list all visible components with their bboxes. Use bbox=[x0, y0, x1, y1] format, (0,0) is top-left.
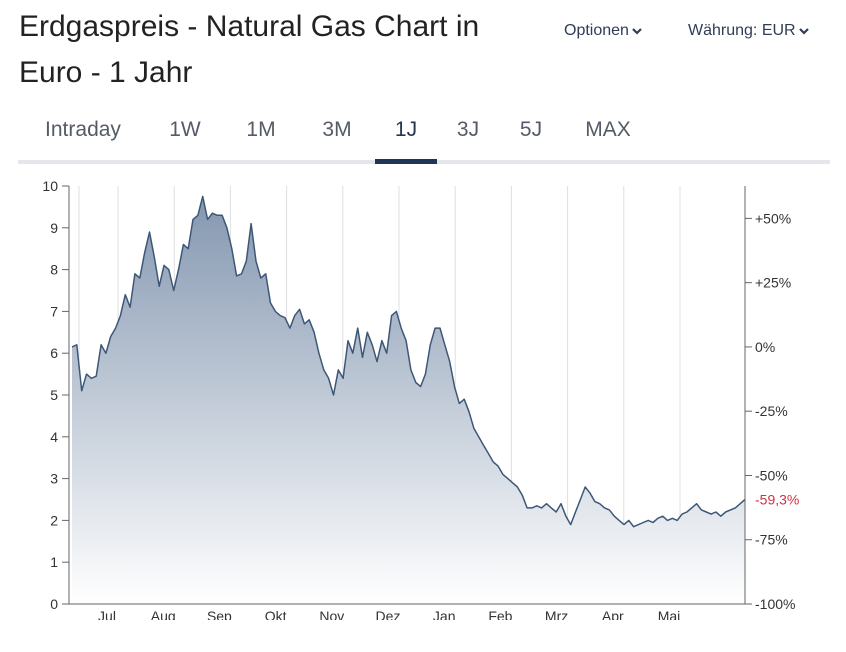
options-dropdown[interactable]: Optionen bbox=[564, 22, 643, 40]
x-tick-label: Apr bbox=[602, 608, 624, 620]
x-tick-label: Nov bbox=[319, 608, 344, 620]
y-tick-label: 4 bbox=[50, 429, 58, 445]
x-tick-label: Jul bbox=[98, 608, 116, 620]
tab-max[interactable]: MAX bbox=[585, 118, 631, 141]
chevron-down-icon bbox=[632, 28, 642, 35]
tab-5j[interactable]: 5J bbox=[519, 118, 543, 141]
chevron-down-icon bbox=[798, 28, 809, 35]
tab-1m[interactable]: 1M bbox=[246, 118, 276, 141]
currency-dropdown[interactable]: Währung: EUR bbox=[688, 22, 810, 40]
y2-tick-label: +50% bbox=[755, 210, 791, 226]
x-tick-label: Mai bbox=[658, 608, 681, 620]
x-tick-label: Aug bbox=[151, 608, 176, 620]
options-label: Optionen bbox=[564, 22, 629, 39]
y2-tick-label: +25% bbox=[755, 275, 791, 291]
x-tick-label: Jan bbox=[433, 608, 456, 620]
y-tick-label: 6 bbox=[50, 345, 58, 361]
y-tick-label: 9 bbox=[50, 220, 58, 236]
y-tick-label: 1 bbox=[50, 554, 58, 570]
x-tick-label: Sep bbox=[207, 608, 232, 620]
change-label: -59,3% bbox=[755, 492, 799, 508]
y-tick-label: 3 bbox=[50, 471, 58, 487]
currency-label: Währung: EUR bbox=[688, 22, 796, 39]
y-tick-label: 2 bbox=[50, 512, 58, 528]
x-tick-label: Mrz bbox=[545, 608, 568, 620]
y-tick-label: 5 bbox=[50, 387, 58, 403]
y-tick-label: 7 bbox=[50, 303, 58, 319]
y2-tick-label: -100% bbox=[755, 596, 795, 612]
x-tick-label: Dez bbox=[376, 608, 401, 620]
y2-tick-label: -75% bbox=[755, 532, 788, 548]
x-tick-label: Okt bbox=[265, 608, 287, 620]
y2-tick-label: -25% bbox=[755, 403, 788, 419]
price-chart: 0 1 2 3 4 5 6 7 8 9 10 +50% +25% 0% -25% -50% -75% -100% -… bbox=[42, 178, 799, 620]
page-title: Erdgaspreis - Natural Gas Chart in Euro … bbox=[19, 10, 480, 89]
x-tick-label: Feb bbox=[488, 608, 512, 620]
price-area bbox=[72, 196, 745, 604]
y-tick-label: 0 bbox=[50, 596, 58, 612]
y-tick-label: 8 bbox=[50, 262, 58, 278]
y2-tick-label: -50% bbox=[755, 467, 788, 483]
y-tick-label: 10 bbox=[42, 178, 58, 194]
y2-tick-label: 0% bbox=[755, 339, 775, 355]
tab-3j[interactable]: 3J bbox=[456, 118, 480, 141]
tab-3m[interactable]: 3M bbox=[322, 118, 352, 141]
price-line bbox=[71, 195, 746, 528]
tab-1w[interactable]: 1W bbox=[169, 118, 201, 141]
tab-1j[interactable]: 1J bbox=[375, 100, 437, 164]
tab-intraday[interactable]: Intraday bbox=[45, 118, 121, 141]
timerange-tabs: Intraday 1W 1M 3M 1J 3J 5J MAX bbox=[18, 100, 830, 164]
